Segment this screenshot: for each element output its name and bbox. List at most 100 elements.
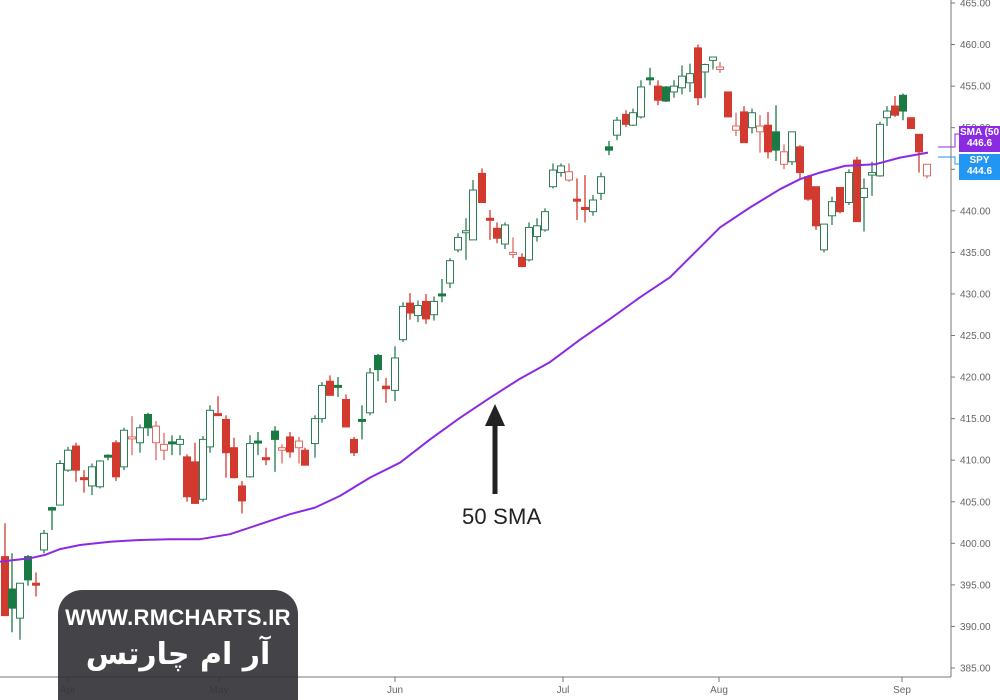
candle (478, 168, 486, 203)
candle (501, 222, 509, 250)
candle (891, 96, 899, 117)
candle (732, 112, 740, 136)
candle (836, 187, 844, 214)
candle (382, 377, 390, 403)
candle (278, 444, 286, 464)
candle (557, 163, 565, 177)
candle (899, 93, 907, 121)
y-tick-label: 435.00 (960, 248, 991, 259)
candle (262, 447, 270, 466)
x-tick-label: Aug (710, 685, 728, 696)
candle (48, 506, 56, 531)
candle (804, 175, 812, 201)
candle (16, 582, 24, 640)
y-tick-label: 420.00 (960, 373, 991, 384)
candle (342, 394, 350, 428)
candle (796, 145, 804, 181)
candle (230, 437, 238, 479)
candle (709, 56, 717, 70)
candle (740, 106, 748, 144)
candle (701, 63, 709, 98)
candle (80, 470, 88, 493)
candle (780, 144, 788, 170)
candle (64, 446, 72, 472)
candle (868, 161, 876, 196)
annotation-label: 50 SMA (462, 504, 542, 529)
candle (493, 222, 501, 244)
candle (518, 253, 526, 268)
candle (597, 172, 605, 201)
x-tick-label: Sep (893, 685, 911, 696)
candle (414, 300, 422, 323)
candle (176, 435, 184, 456)
candle (853, 156, 861, 223)
y-tick-label: 385.00 (960, 664, 991, 675)
candle (311, 415, 319, 458)
sma-tag-label: SMA (50 (959, 127, 1000, 138)
candle (654, 80, 662, 106)
candle (112, 440, 120, 481)
candle (422, 293, 430, 324)
candle (326, 375, 334, 396)
candle (72, 442, 80, 482)
candle (549, 163, 557, 189)
candle (406, 293, 414, 320)
y-tick-label: 415.00 (960, 414, 991, 425)
candle (646, 67, 654, 86)
candle (301, 447, 309, 466)
y-tick-label: 395.00 (960, 580, 991, 591)
candle (152, 421, 160, 461)
candle (214, 396, 222, 417)
up-arrow-icon (485, 404, 505, 494)
candle (509, 237, 517, 259)
candle (748, 108, 756, 134)
candle (366, 367, 374, 416)
candle (828, 196, 836, 225)
spy-tag-value: 444.6 (966, 166, 993, 177)
spy-tag-label: SPY (969, 155, 990, 166)
candle (462, 218, 470, 260)
candle (845, 169, 853, 205)
candle (907, 117, 915, 130)
candle (104, 454, 112, 461)
candle (238, 480, 246, 514)
candle (88, 463, 96, 496)
candle (8, 553, 16, 633)
candle (374, 353, 382, 382)
y-tick-label: 400.00 (960, 539, 991, 550)
candle (876, 121, 884, 177)
candle (541, 208, 549, 232)
candle (286, 431, 294, 458)
candle (206, 405, 214, 453)
candle (183, 454, 191, 502)
candle (469, 180, 477, 241)
candle (56, 460, 64, 506)
price-axis[interactable]: 465.00460.00455.00450.00445.00440.00435.… (938, 0, 991, 677)
candle (716, 62, 724, 73)
candle (764, 111, 772, 159)
candle (637, 80, 645, 119)
y-tick-label: 390.00 (960, 622, 991, 633)
candle (533, 218, 541, 242)
candle (446, 258, 454, 289)
candle (1, 523, 9, 617)
candle (168, 435, 176, 456)
candle (724, 91, 732, 118)
y-tick-label: 410.00 (960, 456, 991, 467)
candle (222, 415, 230, 478)
candle (923, 163, 931, 179)
candle (812, 186, 820, 230)
candle (144, 412, 152, 437)
candle (629, 108, 637, 127)
y-tick-label: 405.00 (960, 497, 991, 508)
candle (678, 65, 686, 95)
candle (525, 222, 533, 262)
candle (686, 63, 694, 92)
y-tick-label: 465.00 (960, 0, 991, 10)
y-tick-label: 425.00 (960, 331, 991, 342)
candle (128, 416, 136, 456)
candle (565, 163, 573, 182)
candle (622, 110, 630, 127)
y-tick-label: 430.00 (960, 289, 991, 300)
